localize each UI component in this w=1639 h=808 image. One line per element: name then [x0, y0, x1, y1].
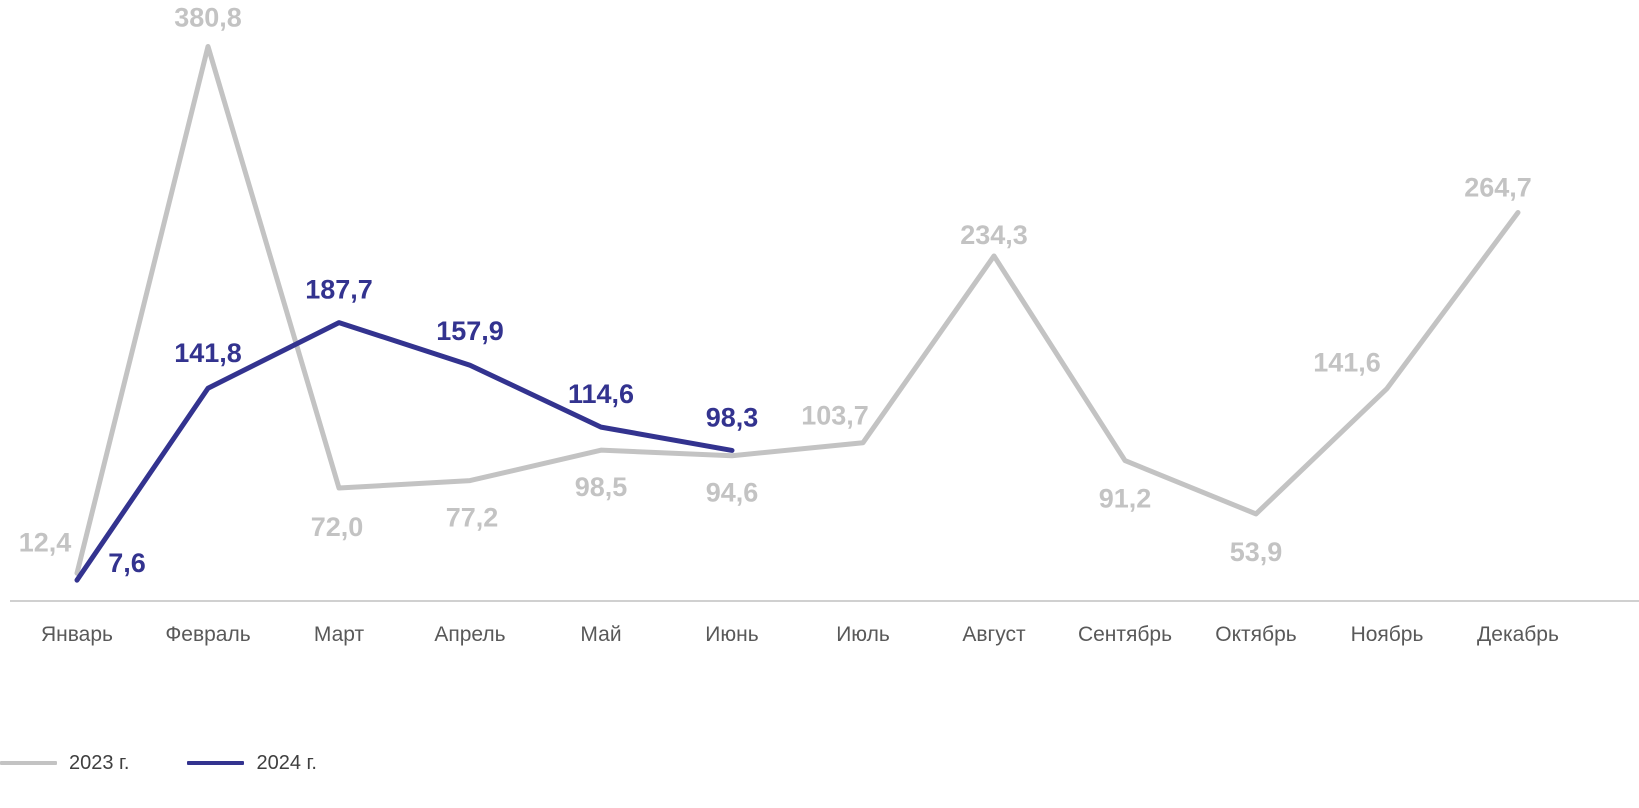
data-label-2023: 98,5: [575, 472, 628, 502]
x-tick-label: Март: [314, 623, 365, 646]
x-tick-label: Ноябрь: [1351, 623, 1424, 646]
data-label-2023: 53,9: [1230, 537, 1283, 567]
data-label-2024: 98,3: [706, 402, 759, 432]
data-label-2024: 187,7: [305, 275, 373, 305]
data-label-2023: 12,4: [19, 527, 72, 557]
x-tick-label: Февраль: [165, 623, 250, 646]
legend-label-2023: 2023 г.: [69, 752, 129, 775]
x-tick-label: Декабрь: [1477, 623, 1559, 646]
x-tick-label: Сентябрь: [1078, 623, 1172, 646]
series-line-2023: [77, 46, 1518, 573]
data-label-2023: 91,2: [1099, 484, 1152, 514]
data-label-2023: 234,3: [960, 220, 1028, 250]
data-label-2024: 157,9: [436, 316, 504, 346]
x-tick-label: Май: [580, 623, 621, 646]
legend-swatch-2023: [0, 761, 57, 765]
x-tick-label: Октябрь: [1215, 623, 1296, 646]
x-tick-label: Июль: [836, 623, 890, 646]
data-label-2024: 114,6: [568, 379, 634, 409]
x-tick-label: Апрель: [434, 623, 505, 646]
data-label-2023: 264,7: [1464, 172, 1532, 202]
data-label-2023: 94,6: [706, 478, 759, 508]
data-label-2023: 380,8: [174, 2, 242, 32]
data-label-2023: 103,7: [801, 401, 869, 431]
data-label-2023: 77,2: [446, 503, 499, 533]
legend-item-2023: 2023 г.: [0, 752, 129, 775]
legend-item-2024: 2024 г.: [187, 752, 316, 775]
x-tick-label: Август: [962, 623, 1026, 646]
legend-label-2024: 2024 г.: [256, 752, 316, 775]
data-label-2023: 72,0: [311, 512, 364, 542]
x-tick-label: Январь: [41, 623, 113, 646]
data-label-2024: 141,8: [174, 338, 242, 368]
data-label-2023: 141,6: [1313, 348, 1381, 378]
chart-legend: 2023 г. 2024 г.: [0, 746, 375, 780]
data-label-2024: 7,6: [108, 548, 146, 578]
legend-swatch-2024: [187, 761, 244, 765]
x-tick-label: Июнь: [705, 623, 758, 646]
